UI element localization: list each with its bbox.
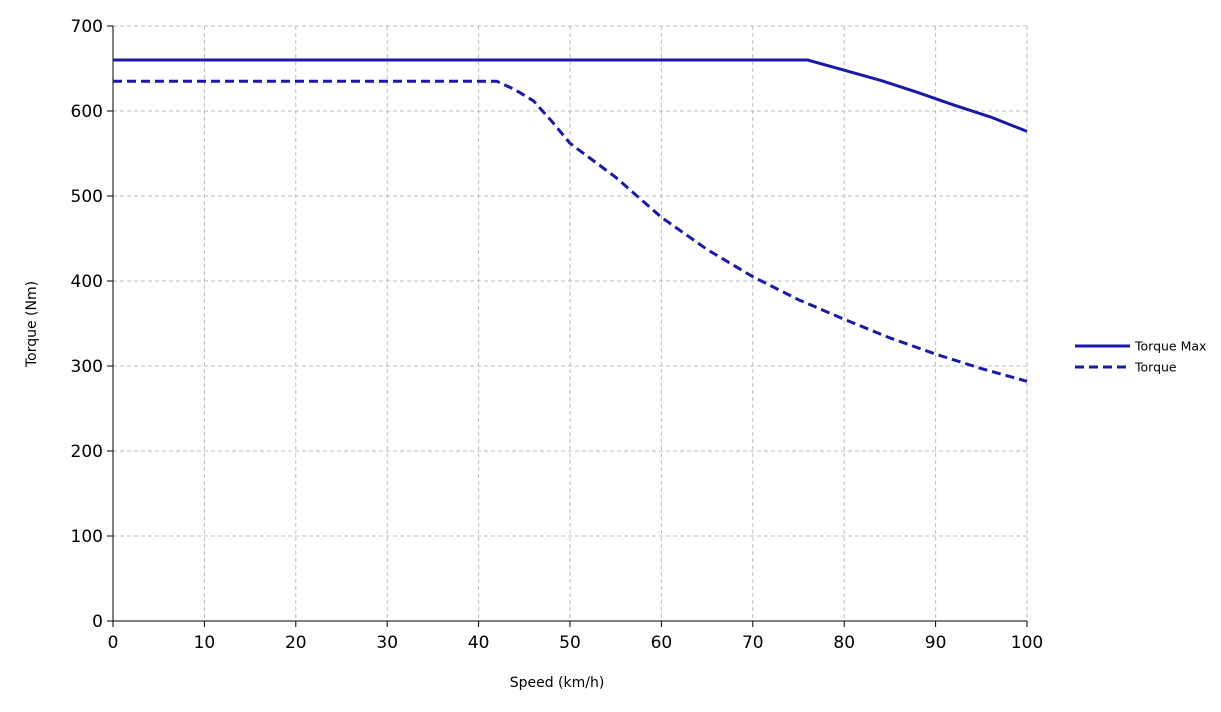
legend: Torque Max Torque <box>1075 339 1206 375</box>
legend-label: Torque Max <box>1134 339 1206 354</box>
y-tick-label: 300 <box>71 357 103 377</box>
x-axis-label: Speed (km/h) <box>510 675 605 691</box>
axes <box>107 25 1028 627</box>
x-tick-label: 50 <box>559 633 581 653</box>
y-tick-label: 100 <box>71 527 103 547</box>
y-axis-label: Torque (Nm) <box>24 281 40 368</box>
x-tick-label: 0 <box>108 633 119 653</box>
x-tick-labels: 0 10 20 30 40 50 60 70 80 90 100 <box>108 633 1044 653</box>
grid-lines <box>113 25 1028 621</box>
y-tick-label: 200 <box>71 442 103 462</box>
y-tick-label: 600 <box>71 102 103 122</box>
x-tick-label: 60 <box>651 633 673 653</box>
series-line-torque <box>113 79 1028 383</box>
x-tick-label: 70 <box>742 633 764 653</box>
x-tick-label: 20 <box>285 633 307 653</box>
y-tick-label: 700 <box>71 17 103 37</box>
legend-label: Torque <box>1134 360 1177 375</box>
x-tick-label: 90 <box>925 633 947 653</box>
x-tick-label: 100 <box>1011 633 1043 653</box>
series-line-torque-max <box>113 58 1028 133</box>
y-tick-label: 500 <box>71 187 103 207</box>
x-tick-label: 80 <box>833 633 855 653</box>
series-lines <box>113 58 1028 383</box>
y-tick-labels: 0 100 200 300 400 500 600 700 <box>71 17 103 632</box>
x-tick-label: 40 <box>468 633 490 653</box>
x-tick-label: 10 <box>194 633 216 653</box>
y-tick-label: 0 <box>92 612 103 632</box>
x-tick-label: 30 <box>376 633 398 653</box>
y-tick-label: 400 <box>71 272 103 292</box>
